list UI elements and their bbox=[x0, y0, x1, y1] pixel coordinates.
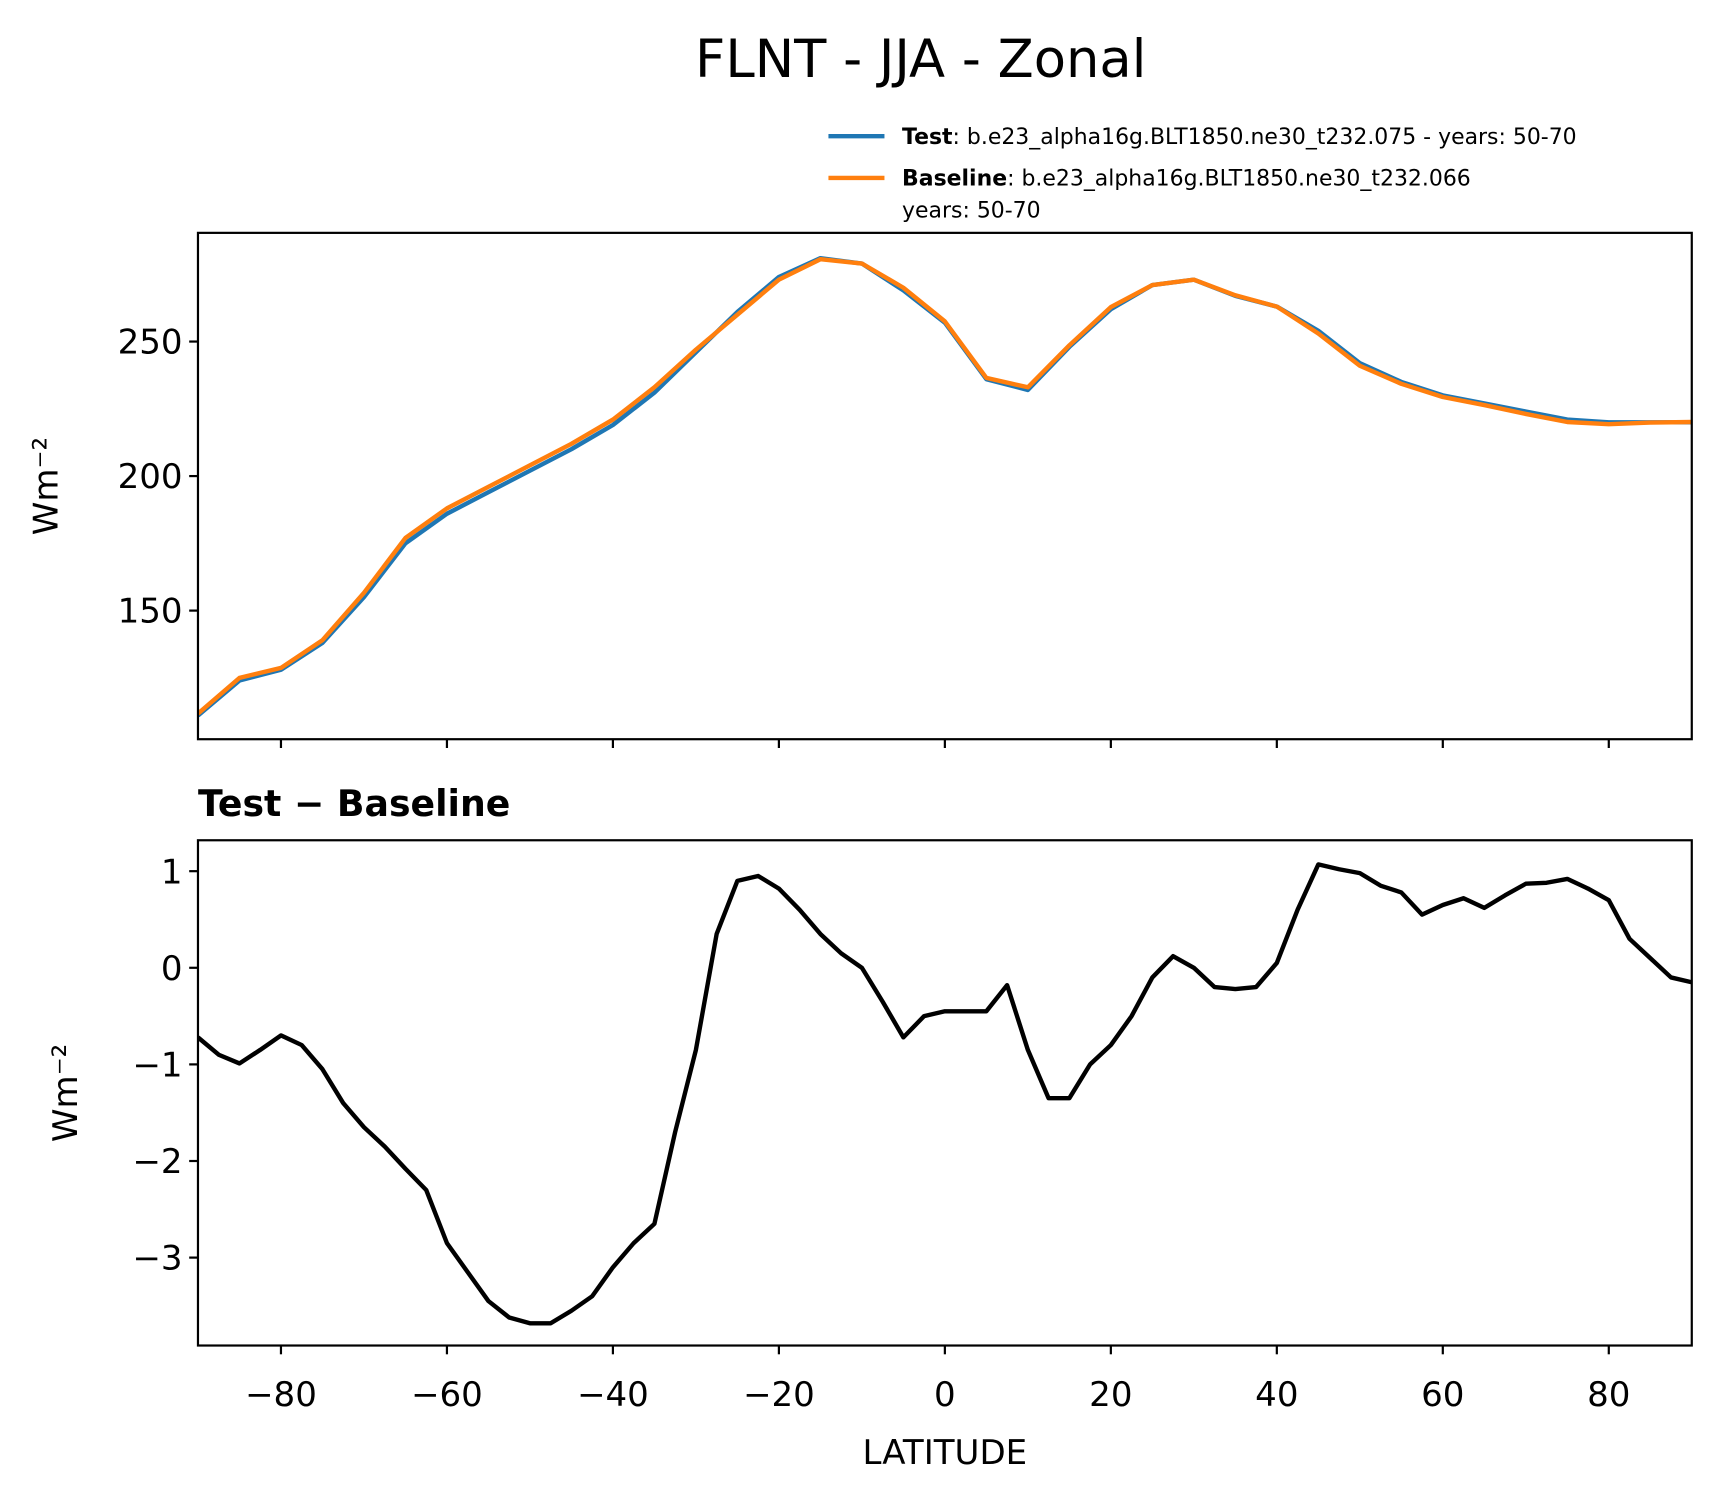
x-tick-label: 0 bbox=[934, 1375, 956, 1415]
legend-entry: Test: b.e23_alpha16g.BLT1850.ne30_t232.0… bbox=[902, 125, 1577, 150]
x-tick-label: −80 bbox=[245, 1375, 317, 1415]
x-tick-label: 40 bbox=[1255, 1375, 1298, 1415]
x-tick-label: −40 bbox=[577, 1375, 649, 1415]
legend-text: years: 50-70 bbox=[902, 198, 1041, 223]
legend-name: Baseline bbox=[902, 167, 1007, 192]
y-axis-label: Wm⁻² bbox=[46, 1044, 86, 1142]
x-tick-label: 80 bbox=[1587, 1375, 1630, 1415]
y-tick-label: 0 bbox=[161, 949, 183, 989]
y-tick-label: 150 bbox=[118, 592, 183, 632]
data-line bbox=[197, 862, 1692, 1326]
data-line bbox=[197, 255, 1692, 718]
y-tick-label: 1 bbox=[161, 852, 183, 892]
figure-title: FLNT - JJA - Zonal bbox=[695, 29, 1146, 90]
y-tick-label: 200 bbox=[118, 457, 183, 497]
plot-frame bbox=[196, 231, 1693, 741]
legend-text: : b.e23_alpha16g.BLT1850.ne30_t232.066 bbox=[1007, 167, 1471, 192]
data-line bbox=[197, 257, 1692, 716]
legend-name: Test bbox=[902, 125, 953, 150]
legend-entry: Baseline: b.e23_alpha16g.BLT1850.ne30_t2… bbox=[902, 167, 1471, 192]
x-tick-label: −60 bbox=[411, 1375, 483, 1415]
plot-frame bbox=[196, 839, 1693, 1347]
y-axis-label: Wm⁻² bbox=[26, 437, 66, 535]
x-tick-label: −20 bbox=[743, 1375, 815, 1415]
x-tick-label: 20 bbox=[1089, 1375, 1132, 1415]
x-axis-label: LATITUDE bbox=[863, 1433, 1028, 1473]
y-tick-label: −3 bbox=[132, 1239, 182, 1279]
y-tick-label: 250 bbox=[118, 323, 183, 363]
subplot-title: Test − Baseline bbox=[198, 782, 510, 825]
y-tick-label: −1 bbox=[132, 1045, 182, 1085]
legend-text: : b.e23_alpha16g.BLT1850.ne30_t232.075 -… bbox=[953, 125, 1577, 150]
y-tick-label: −2 bbox=[132, 1142, 182, 1182]
x-tick-label: 60 bbox=[1421, 1375, 1464, 1415]
